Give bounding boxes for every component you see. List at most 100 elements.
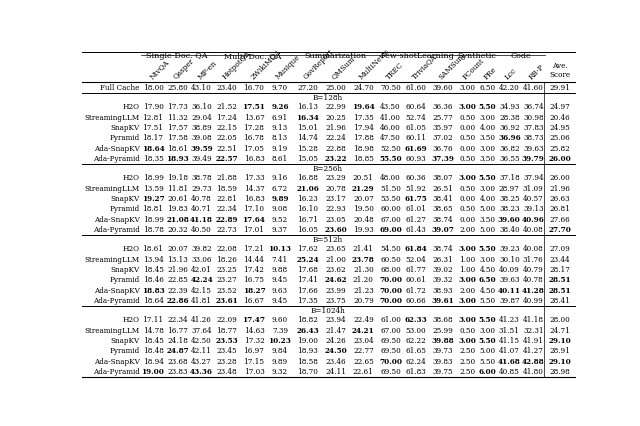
Text: 36.74: 36.74 (523, 103, 543, 111)
Text: 9.84: 9.84 (272, 347, 288, 355)
Text: 26.63: 26.63 (550, 195, 570, 203)
Text: 22.89: 22.89 (216, 216, 238, 224)
Text: 18.82: 18.82 (297, 316, 318, 324)
Text: 16.13: 16.13 (297, 103, 318, 111)
Text: 20.51: 20.51 (353, 174, 374, 182)
Text: 61.77: 61.77 (405, 266, 426, 274)
Text: 41.91: 41.91 (523, 337, 544, 345)
Text: 8.61: 8.61 (272, 155, 288, 163)
Text: 19.27: 19.27 (141, 195, 164, 203)
Text: 18.81: 18.81 (143, 205, 164, 213)
Text: 28.51: 28.51 (549, 287, 572, 295)
Text: 39.73: 39.73 (433, 347, 453, 355)
Text: 41.27: 41.27 (523, 347, 544, 355)
Text: StreamingLLM: StreamingLLM (84, 327, 140, 334)
Text: 19.00: 19.00 (141, 368, 164, 376)
Text: 5.50: 5.50 (479, 358, 496, 366)
Text: 61.83: 61.83 (405, 368, 426, 376)
Text: 18.93: 18.93 (298, 347, 318, 355)
Text: 18.77: 18.77 (216, 327, 237, 334)
Text: 21.20: 21.20 (353, 276, 374, 285)
Text: 22.88: 22.88 (325, 145, 346, 153)
Text: StreamingLLM: StreamingLLM (84, 114, 140, 122)
Text: 5.50: 5.50 (479, 316, 497, 324)
Text: Ada-Pyramid: Ada-Pyramid (93, 297, 140, 305)
Text: 35.97: 35.97 (433, 124, 453, 132)
Text: 61.05: 61.05 (405, 124, 426, 132)
Text: 23.46: 23.46 (325, 358, 346, 366)
Text: 26.00: 26.00 (548, 155, 572, 163)
Text: 62.24: 62.24 (405, 358, 426, 366)
Text: 17.35: 17.35 (353, 114, 374, 122)
Text: 10.13: 10.13 (268, 245, 291, 253)
Text: 3.50: 3.50 (479, 155, 495, 163)
Text: 9.45: 9.45 (272, 276, 288, 285)
Text: 17.62: 17.62 (297, 245, 318, 253)
Text: 61.01: 61.01 (405, 205, 426, 213)
Text: 21.30: 21.30 (353, 266, 374, 274)
Text: 51.50: 51.50 (380, 184, 401, 193)
Text: 17.33: 17.33 (244, 174, 264, 182)
Text: 17.90: 17.90 (143, 103, 163, 111)
Text: 14.63: 14.63 (244, 327, 264, 334)
Text: 36.55: 36.55 (499, 155, 520, 163)
Text: 18.27: 18.27 (243, 287, 266, 295)
Text: 17.88: 17.88 (353, 135, 374, 142)
Text: 28.51: 28.51 (549, 276, 572, 285)
Text: 31.51: 31.51 (499, 327, 520, 334)
Text: 0.50: 0.50 (459, 155, 476, 163)
Text: 24.18: 24.18 (167, 337, 188, 345)
Text: 69.50: 69.50 (380, 337, 401, 345)
Text: 70.00: 70.00 (379, 297, 402, 305)
Text: 5.50: 5.50 (479, 174, 497, 182)
Text: 3.00: 3.00 (479, 145, 495, 153)
Text: 5.50: 5.50 (479, 297, 496, 305)
Text: 4.50: 4.50 (479, 287, 496, 295)
Text: 40.11: 40.11 (498, 287, 521, 295)
Text: 0.50: 0.50 (459, 114, 476, 122)
Text: 19.83: 19.83 (167, 205, 188, 213)
Text: TriviaQA: TriviaQA (410, 52, 438, 81)
Text: 3.00: 3.00 (479, 184, 495, 193)
Text: 9.70: 9.70 (272, 84, 288, 92)
Text: 28.00: 28.00 (550, 316, 570, 324)
Text: 14.37: 14.37 (244, 184, 264, 193)
Text: 23.28: 23.28 (216, 358, 237, 366)
Text: 21.00: 21.00 (325, 256, 346, 264)
Text: 24.26: 24.26 (325, 337, 346, 345)
Text: 24.87: 24.87 (166, 347, 189, 355)
Text: 37.64: 37.64 (191, 327, 212, 334)
Text: 16.34: 16.34 (296, 114, 319, 122)
Text: 22.09: 22.09 (216, 316, 237, 324)
Text: 3.50: 3.50 (479, 216, 495, 224)
Text: 17.24: 17.24 (216, 114, 237, 122)
Text: 32.31: 32.31 (523, 327, 543, 334)
Text: 17.21: 17.21 (243, 245, 264, 253)
Text: B=512h: B=512h (313, 236, 343, 244)
Text: 41.23: 41.23 (499, 316, 520, 324)
Text: 18.78: 18.78 (143, 226, 163, 234)
Text: 13.67: 13.67 (244, 114, 264, 122)
Text: 17.32: 17.32 (244, 337, 264, 345)
Text: 16.97: 16.97 (244, 347, 264, 355)
Text: 9.60: 9.60 (272, 316, 288, 324)
Text: 29.10: 29.10 (548, 358, 572, 366)
Text: 26.51: 26.51 (433, 184, 453, 193)
Text: 23.60: 23.60 (324, 226, 347, 234)
Text: 18.83: 18.83 (141, 287, 164, 295)
Text: 2WikiMQA: 2WikiMQA (248, 47, 282, 81)
Text: 15.05: 15.05 (297, 155, 318, 163)
Text: 14.78: 14.78 (143, 327, 163, 334)
Text: 25.80: 25.80 (167, 84, 188, 92)
Text: 3.00: 3.00 (458, 174, 476, 182)
Text: 18.85: 18.85 (353, 155, 374, 163)
Text: 2.00: 2.00 (459, 226, 476, 234)
Text: 22.85: 22.85 (167, 276, 188, 285)
Text: 18.99: 18.99 (143, 174, 163, 182)
Text: 52.50: 52.50 (380, 145, 401, 153)
Text: 22.08: 22.08 (216, 245, 237, 253)
Text: 40.71: 40.71 (191, 205, 212, 213)
Text: 39.87: 39.87 (499, 297, 520, 305)
Text: 23.52: 23.52 (216, 287, 237, 295)
Text: 39.82: 39.82 (191, 245, 212, 253)
